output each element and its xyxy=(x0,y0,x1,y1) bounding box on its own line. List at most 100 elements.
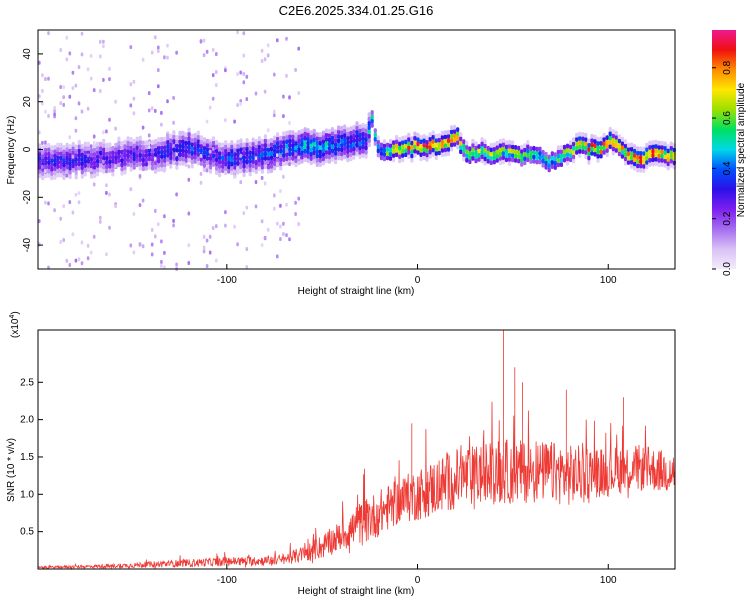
spectrogram-cell xyxy=(215,170,219,175)
spectrogram-cell xyxy=(321,130,325,136)
spectrogram-cell xyxy=(514,153,518,159)
spectrogram-cell xyxy=(486,150,490,155)
spectrogram-cell xyxy=(138,144,142,149)
spectrogram-cell xyxy=(569,157,573,163)
spectrogram-cell xyxy=(306,145,310,151)
spectrogram-cell xyxy=(431,134,435,140)
spectrogram-cell xyxy=(398,141,402,147)
spectrogram-cell xyxy=(312,146,316,151)
spectrogram-cell xyxy=(273,144,277,149)
spectrogram-cell xyxy=(630,164,634,169)
spectrogram-noise-cell xyxy=(154,208,157,213)
spectrogram-cell xyxy=(166,161,170,167)
spectrogram-cell xyxy=(337,155,341,161)
spectrogram-cell xyxy=(99,150,103,156)
spectrogram-cell xyxy=(605,152,609,158)
spectrogram-cell xyxy=(227,151,231,157)
spectrogram-cell xyxy=(266,151,271,157)
spectrogram-cell xyxy=(587,151,591,157)
spectrogram-cell xyxy=(379,151,383,156)
spectrogram-cell xyxy=(599,153,603,159)
spectrogram-cell xyxy=(77,165,81,171)
spectrogram-cell xyxy=(83,167,87,173)
spectrogram-cell xyxy=(123,161,127,166)
spectrogram-cell xyxy=(300,159,304,164)
spectrogram-noise-cell xyxy=(62,85,65,90)
spectrogram-noise-cell xyxy=(108,225,111,230)
spectrogram-cell xyxy=(425,144,429,149)
spectrogram-cell xyxy=(105,151,109,157)
spectrogram-noise-cell xyxy=(175,262,178,267)
spectrogram-cell xyxy=(556,158,560,163)
spectrogram-cell xyxy=(74,144,78,150)
spectrogram-cell xyxy=(68,148,72,154)
spectrogram-cell xyxy=(413,153,417,158)
spectrogram-noise-cell xyxy=(285,36,288,41)
spectrogram-cell xyxy=(355,125,359,131)
spectrogram-cell xyxy=(288,134,292,140)
spectrogram-cell xyxy=(581,132,585,137)
spectrogram-cell xyxy=(663,163,667,168)
spectrogram-noise-cell xyxy=(215,224,218,229)
spectrogram-cell xyxy=(617,134,621,139)
spectrogram-cell xyxy=(392,140,396,145)
spectrogram-cell xyxy=(218,142,222,148)
spectrogram-cell xyxy=(404,152,408,158)
spectrogram-cell xyxy=(236,161,240,166)
spectrogram-cell xyxy=(388,138,393,144)
spectrogram-cell xyxy=(260,164,264,170)
spectrogram-cell xyxy=(648,162,652,167)
spectrogram-cell xyxy=(233,151,237,157)
spectrogram-cell xyxy=(53,149,57,154)
spectrogram-cell xyxy=(318,140,322,146)
spectrogram-cell xyxy=(477,144,481,149)
spectrogram-cell xyxy=(324,141,328,147)
spectrogram-cell xyxy=(208,169,213,174)
spectrogram-noise-cell xyxy=(202,245,206,250)
spectrogram-cell xyxy=(285,152,289,157)
spectrogram-cell xyxy=(169,155,173,161)
spectrogram-cell xyxy=(50,162,54,168)
spectrogram-cell xyxy=(639,163,643,169)
spectrogram-cell xyxy=(364,136,368,142)
spectrogram-noise-cell xyxy=(147,133,151,138)
spectrogram-cell xyxy=(208,156,213,161)
spectrogram-noise-cell xyxy=(242,80,246,85)
spectrogram-cell xyxy=(297,160,301,165)
snr-x-ticks: -100 0 100 xyxy=(217,564,617,586)
spectrogram-cell xyxy=(202,158,206,164)
spectrogram-cell xyxy=(279,139,283,145)
spectrogram-noise-cell xyxy=(160,259,163,264)
spectrogram-cell xyxy=(83,150,87,155)
spectrogram-noise-cell xyxy=(86,67,90,72)
spectrogram-cell xyxy=(269,168,274,173)
spectrogram-noise-cell xyxy=(150,252,154,257)
spectrogram-cell xyxy=(404,139,408,145)
spectrogram-cell xyxy=(260,169,264,174)
spectrogram-cell xyxy=(373,136,377,142)
spectrogram-cell xyxy=(593,134,597,140)
spectrogram-noise-cell xyxy=(297,46,300,51)
spectrogram-cell xyxy=(544,164,548,170)
spectrogram-cell xyxy=(309,147,313,153)
spectrogram-cell xyxy=(401,148,405,154)
spectrogram-cell xyxy=(343,141,347,147)
spectrogram-cell xyxy=(620,149,624,155)
spectrogram-cell xyxy=(608,144,612,149)
spectrogram-cell xyxy=(605,148,609,153)
spectrogram-noise-cell xyxy=(263,181,267,186)
spectrogram-noise-cell xyxy=(215,83,218,87)
spectrogram-cell xyxy=(477,152,481,158)
spectrogram-cell xyxy=(572,137,576,143)
spectrogram-noise-cell xyxy=(224,118,227,123)
spectrogram-cell xyxy=(459,149,463,155)
spectrogram-cell xyxy=(242,142,246,147)
spectrogram-noise-cell xyxy=(62,204,65,209)
spectrogram-noise-cell xyxy=(163,214,166,219)
spectrogram-cell xyxy=(288,142,292,148)
spectrogram-cell xyxy=(660,145,664,150)
spectrogram-cell xyxy=(407,141,411,147)
spectrogram-cell xyxy=(565,160,570,166)
spectrogram-cell xyxy=(392,153,396,158)
spectrogram-cell xyxy=(602,137,606,142)
